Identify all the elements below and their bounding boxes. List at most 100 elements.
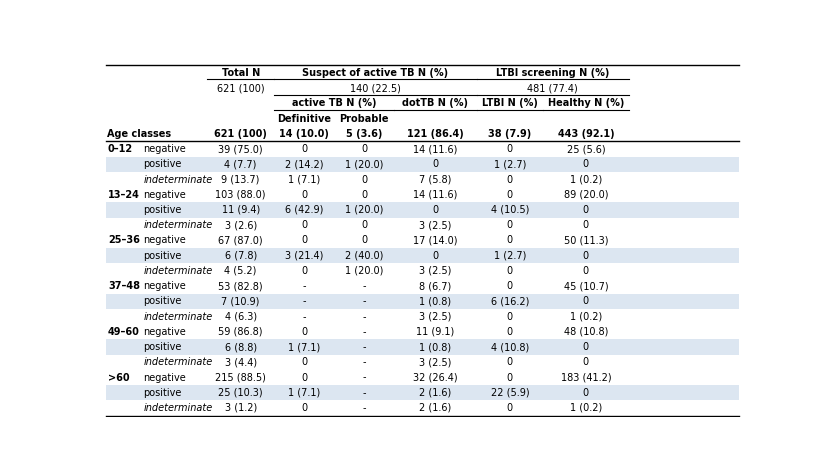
Text: indeterminate: indeterminate — [143, 266, 212, 276]
Text: 4 (5.2): 4 (5.2) — [225, 266, 257, 276]
Text: -: - — [362, 311, 366, 322]
Text: 13–24: 13–24 — [108, 190, 140, 200]
Text: 0: 0 — [361, 220, 367, 230]
Text: 215 (88.5): 215 (88.5) — [216, 372, 266, 383]
Text: 1 (2.7): 1 (2.7) — [494, 251, 526, 261]
Text: 1 (20.0): 1 (20.0) — [345, 266, 384, 276]
Text: 0: 0 — [301, 144, 307, 154]
Text: 0: 0 — [301, 190, 307, 200]
Text: -: - — [362, 403, 366, 413]
Text: 0: 0 — [301, 220, 307, 230]
Text: 0: 0 — [361, 235, 367, 245]
Text: indeterminate: indeterminate — [143, 357, 212, 367]
Text: 6 (42.9): 6 (42.9) — [285, 205, 323, 215]
Text: Suspect of active TB N (%): Suspect of active TB N (%) — [302, 68, 449, 78]
Text: negative: negative — [143, 327, 186, 337]
Bar — [106, 157, 739, 172]
Text: 0: 0 — [432, 205, 439, 215]
Text: 0: 0 — [432, 159, 439, 169]
Text: 0: 0 — [507, 281, 513, 291]
Text: 2 (1.6): 2 (1.6) — [419, 403, 452, 413]
Text: 0: 0 — [301, 357, 307, 367]
Text: Total N: Total N — [221, 68, 260, 78]
Text: 0: 0 — [301, 403, 307, 413]
Text: 1 (7.1): 1 (7.1) — [288, 388, 320, 398]
Text: positive: positive — [143, 159, 182, 169]
Text: 0: 0 — [301, 266, 307, 276]
Text: indeterminate: indeterminate — [143, 220, 212, 230]
Bar — [106, 294, 739, 309]
Text: 0: 0 — [507, 220, 513, 230]
Text: 0: 0 — [583, 220, 589, 230]
Text: -: - — [302, 311, 305, 322]
Text: 53 (82.8): 53 (82.8) — [218, 281, 263, 291]
Text: 0: 0 — [361, 144, 367, 154]
Text: 89 (20.0): 89 (20.0) — [564, 190, 608, 200]
Text: 0: 0 — [507, 403, 513, 413]
Text: 3 (2.5): 3 (2.5) — [419, 311, 452, 322]
Text: LTBI screening N (%): LTBI screening N (%) — [496, 68, 609, 78]
Text: Age classes: Age classes — [107, 129, 171, 139]
Text: negative: negative — [143, 144, 186, 154]
Text: 11 (9.4): 11 (9.4) — [221, 205, 260, 215]
Text: 183 (41.2): 183 (41.2) — [560, 372, 611, 383]
Text: indeterminate: indeterminate — [143, 403, 212, 413]
Text: 67 (87.0): 67 (87.0) — [218, 235, 263, 245]
Text: 4 (10.5): 4 (10.5) — [491, 205, 529, 215]
Text: 1 (0.2): 1 (0.2) — [570, 311, 602, 322]
Text: positive: positive — [143, 388, 182, 398]
Text: 2 (1.6): 2 (1.6) — [419, 388, 452, 398]
Text: -: - — [362, 342, 366, 352]
Bar — [106, 248, 739, 263]
Bar — [106, 385, 739, 401]
Text: 0: 0 — [507, 357, 513, 367]
Text: 1 (7.1): 1 (7.1) — [288, 342, 320, 352]
Text: 0: 0 — [583, 159, 589, 169]
Text: 3 (2.5): 3 (2.5) — [419, 220, 452, 230]
Text: active TB N (%): active TB N (%) — [292, 98, 376, 108]
Text: 3 (2.5): 3 (2.5) — [419, 266, 452, 276]
Text: 14 (11.6): 14 (11.6) — [413, 190, 458, 200]
Text: 6 (8.8): 6 (8.8) — [225, 342, 257, 352]
Text: 0: 0 — [507, 144, 513, 154]
Text: 481 (77.4): 481 (77.4) — [528, 83, 578, 93]
Text: 8 (6.7): 8 (6.7) — [419, 281, 452, 291]
Text: -: - — [362, 296, 366, 306]
Text: 5 (3.6): 5 (3.6) — [346, 129, 383, 139]
Text: 0: 0 — [583, 205, 589, 215]
Text: 0: 0 — [507, 372, 513, 383]
Text: 3 (1.2): 3 (1.2) — [225, 403, 257, 413]
Text: positive: positive — [143, 251, 182, 261]
Text: 0–12: 0–12 — [108, 144, 133, 154]
Text: 32 (26.4): 32 (26.4) — [413, 372, 458, 383]
Text: 0: 0 — [507, 235, 513, 245]
Text: 4 (7.7): 4 (7.7) — [225, 159, 257, 169]
Text: 38 (7.9): 38 (7.9) — [488, 129, 532, 139]
Text: 3 (4.4): 3 (4.4) — [225, 357, 257, 367]
Text: 1 (0.8): 1 (0.8) — [420, 342, 452, 352]
Text: 11 (9.1): 11 (9.1) — [416, 327, 454, 337]
Text: indeterminate: indeterminate — [143, 174, 212, 184]
Text: 25–36: 25–36 — [108, 235, 140, 245]
Text: -: - — [362, 327, 366, 337]
Text: 0: 0 — [583, 296, 589, 306]
Text: 1 (0.8): 1 (0.8) — [420, 296, 452, 306]
Text: 1 (2.7): 1 (2.7) — [494, 159, 526, 169]
Text: 0: 0 — [583, 251, 589, 261]
Text: 2 (40.0): 2 (40.0) — [345, 251, 384, 261]
Text: 50 (11.3): 50 (11.3) — [564, 235, 608, 245]
Text: 4 (10.8): 4 (10.8) — [491, 342, 529, 352]
Text: positive: positive — [143, 205, 182, 215]
Text: negative: negative — [143, 281, 186, 291]
Text: LTBI N (%): LTBI N (%) — [482, 98, 537, 108]
Bar — [106, 340, 739, 355]
Text: 1 (0.2): 1 (0.2) — [570, 403, 602, 413]
Text: 7 (5.8): 7 (5.8) — [419, 174, 452, 184]
Text: 0: 0 — [301, 372, 307, 383]
Text: 0: 0 — [507, 266, 513, 276]
Text: 0: 0 — [583, 357, 589, 367]
Text: 0: 0 — [301, 327, 307, 337]
Text: 0: 0 — [432, 251, 439, 261]
Text: indeterminate: indeterminate — [143, 311, 212, 322]
Text: 25 (10.3): 25 (10.3) — [218, 388, 263, 398]
